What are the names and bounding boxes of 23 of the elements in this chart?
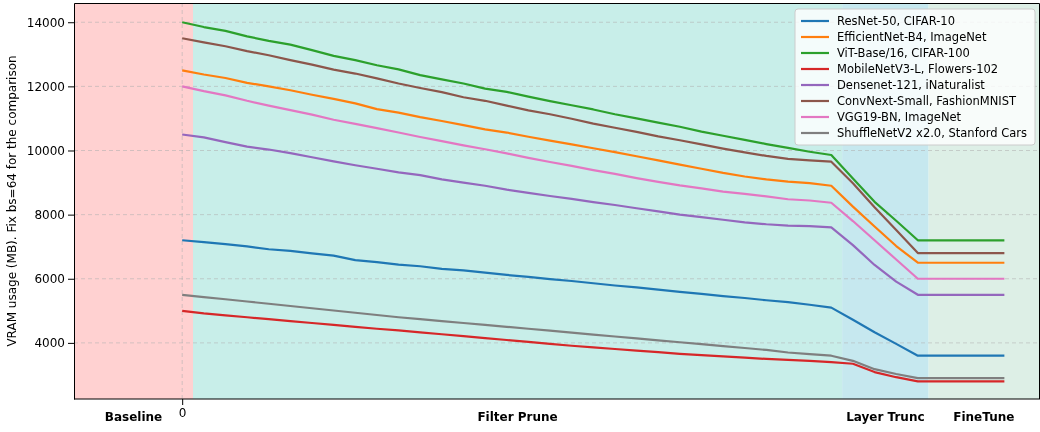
legend-label: ShuffleNetV2 x2.0, Stanford Cars (837, 126, 1028, 140)
text: FineTune (953, 410, 1015, 424)
y-tick-label: 6000 (34, 272, 65, 287)
line-series (181, 309, 1006, 383)
line-series (181, 239, 1006, 357)
text: Filter Prune (477, 410, 558, 424)
legend-label: ViT-Base/16, CIFAR-100 (837, 46, 970, 60)
legend-label: MobileNetV3-L, Flowers-102 (837, 62, 999, 76)
y-tick-label: 14000 (26, 15, 65, 30)
y-tick-label: 10000 (26, 143, 65, 158)
legend-label: VGG19-BN, ImageNet (837, 110, 962, 124)
y-tick-label: 12000 (26, 79, 65, 94)
line-series (181, 293, 1006, 380)
y-tick-label: 4000 (34, 336, 65, 351)
y-axis-title: VRAM usage (MB). Fix bs=64 for the comparison (5, 55, 19, 347)
legend-label: ConvNext-Small, FashionMNIST (837, 94, 1017, 108)
text: Baseline (104, 410, 163, 424)
y-tick-label: 8000 (34, 207, 65, 222)
legend-label: Densenet-121, iNaturalist (837, 78, 986, 92)
text: Layer Trunc (846, 410, 925, 424)
legend-label: ResNet-50, CIFAR-10 (837, 14, 955, 28)
x-tick-label: 0 (178, 405, 187, 420)
legend-label: EfficientNet-B4, ImageNet (837, 30, 987, 44)
